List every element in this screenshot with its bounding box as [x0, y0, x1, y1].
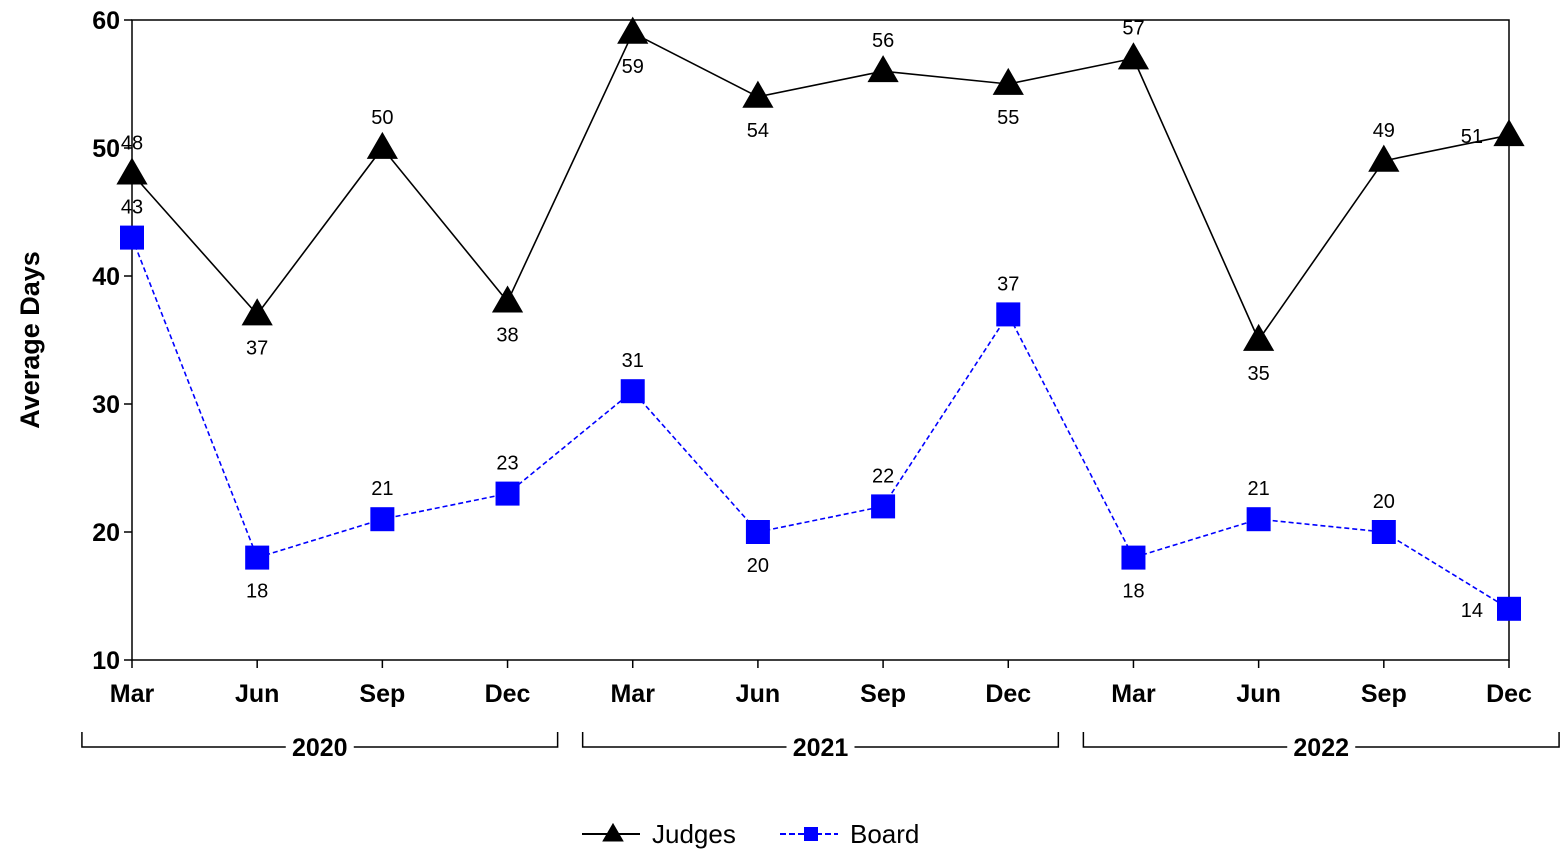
x-tick-label: Mar: [1111, 680, 1156, 708]
data-label-board: 37: [997, 273, 1019, 295]
legend-marker-square: [804, 827, 818, 841]
data-label-judges: 55: [997, 107, 1019, 129]
data-point-judges: [1117, 42, 1150, 70]
data-point-judges: [1368, 144, 1400, 172]
year-bracket: [1082, 732, 1560, 748]
legend-item-board: Board: [780, 819, 919, 849]
data-point-board: [871, 494, 896, 519]
year-label: 2022: [1293, 734, 1349, 762]
legend-marker-triangle: [602, 822, 624, 842]
data-point-board: [996, 302, 1021, 327]
x-tick-label: Sep: [359, 680, 405, 708]
x-tick-label: Dec: [985, 680, 1031, 708]
y-axis-label: Average Days: [15, 251, 45, 429]
series-board: 43 18 21 23 31 20 22 37 18 21 20 14: [120, 197, 1521, 622]
x-tick-label: Mar: [610, 680, 655, 708]
year-groups: 2020 2021 2022: [81, 732, 1560, 762]
year-label: 2020: [292, 734, 348, 762]
data-point-board: [245, 545, 270, 570]
data-point-judges: [867, 55, 899, 83]
x-axis: Mar Jun Sep Dec Mar Jun Sep Dec Mar Jun Sep Dec: [110, 660, 1532, 708]
data-point-board: [745, 520, 770, 544]
data-label-board: 20: [747, 555, 769, 577]
legend-item-judges: Judges: [582, 819, 736, 849]
x-tick-label: Dec: [485, 680, 531, 708]
data-point-judges: [742, 80, 774, 108]
data-point-judges: [241, 298, 273, 326]
data-point-judges: [491, 285, 524, 313]
data-label-board: 21: [1248, 478, 1270, 500]
legend-label: Board: [850, 819, 919, 849]
data-label-board: 14: [1461, 600, 1483, 622]
series-judges: 48 37 50 38 59 54 56 55 57 35 49 51: [116, 16, 1525, 385]
data-point-judges: [116, 157, 148, 185]
data-label-judges: 38: [496, 325, 518, 347]
series-line-judges: [131, 31, 1510, 342]
data-point-judges: [992, 67, 1024, 95]
y-tick-label: 10: [92, 647, 120, 675]
data-label-judges: 37: [246, 337, 268, 359]
y-tick-label: 40: [92, 263, 120, 291]
y-axis: 10 20 30 40 50 60: [92, 7, 132, 675]
data-label-board: 18: [1122, 581, 1144, 603]
x-tick-label: Jun: [1236, 680, 1280, 708]
data-point-board: [620, 379, 645, 404]
x-tick-label: Jun: [235, 680, 279, 708]
legend: Judges Board: [582, 819, 919, 849]
data-point-judges: [1243, 323, 1275, 351]
data-label-judges: 49: [1373, 120, 1395, 142]
data-label-board: 22: [872, 465, 894, 487]
x-tick-label: Mar: [110, 680, 155, 708]
data-label-judges: 57: [1122, 17, 1144, 39]
plot-frame: [131, 19, 1510, 661]
data-label-judges: 50: [371, 107, 393, 129]
x-tick-label: Jun: [736, 680, 780, 708]
x-tick-label: Sep: [860, 680, 906, 708]
data-point-board: [1497, 596, 1521, 621]
data-point-board: [120, 225, 144, 250]
data-point-judges: [366, 131, 398, 159]
data-label-board: 31: [622, 350, 644, 372]
data-label-board: 18: [246, 581, 268, 603]
data-label-board: 43: [121, 197, 143, 219]
y-tick-label: 30: [92, 391, 120, 419]
y-tick-label: 60: [92, 7, 120, 35]
year-bracket: [581, 732, 1060, 748]
data-label-board: 23: [496, 453, 518, 475]
year-bracket: [81, 732, 559, 748]
data-label-judges: 59: [622, 56, 644, 78]
legend-label: Judges: [652, 819, 736, 849]
year-label: 2021: [793, 734, 849, 762]
data-point-board: [1371, 520, 1396, 544]
data-point-judges: [617, 16, 649, 44]
data-label-board: 20: [1373, 491, 1395, 513]
data-label-judges: 48: [121, 133, 143, 155]
data-point-board: [1246, 507, 1271, 532]
data-point-board: [495, 481, 520, 506]
data-label-judges: 35: [1248, 363, 1270, 385]
data-point-board: [370, 507, 395, 532]
data-label-board: 21: [371, 478, 393, 500]
series-line-board: [131, 237, 1510, 610]
data-label-judges: 54: [747, 120, 769, 142]
data-point-board: [1121, 545, 1146, 570]
data-point-judges: [1493, 119, 1525, 147]
y-tick-label: 50: [92, 135, 120, 163]
data-label-judges: 56: [872, 30, 894, 52]
data-label-judges: 51: [1461, 126, 1483, 148]
y-tick-label: 20: [92, 519, 120, 547]
x-tick-label: Dec: [1486, 680, 1532, 708]
series-layer: 48 37 50 38 59 54 56 55 57 35 49 51 43 18 21 23 31 20 22 37…: [116, 16, 1525, 622]
x-tick-label: Sep: [1361, 680, 1407, 708]
